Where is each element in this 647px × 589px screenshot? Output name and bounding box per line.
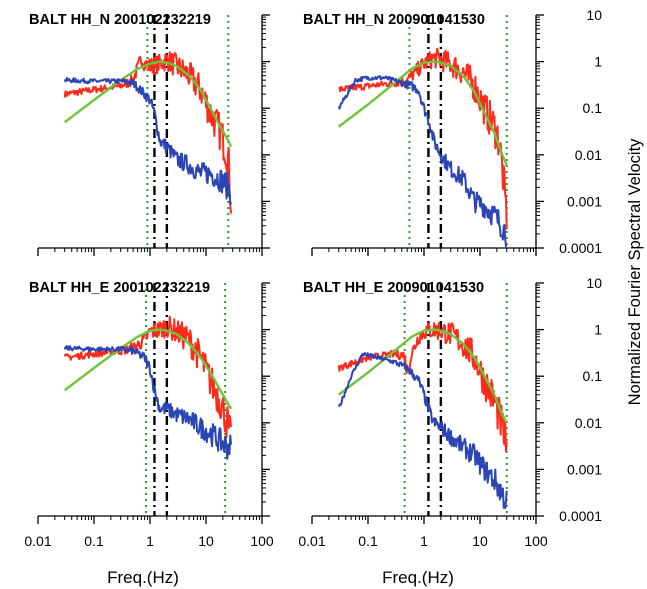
blue-series-line: [63, 77, 232, 206]
y-tick-label: 0.0001: [559, 508, 602, 524]
panel-title: BALT HH_N 200901041530: [303, 12, 485, 28]
x-tick-label: 0.01: [298, 533, 325, 549]
y-tick-label: 0.01: [575, 415, 602, 431]
panels: BALT HH_N 200102232219 1010.10.010.0010.0…: [24, 7, 602, 549]
y-tick-label: 1: [594, 322, 602, 338]
x-axis-label-right: Freq.(Hz): [382, 568, 454, 587]
x-tick-label: 0.01: [24, 533, 51, 549]
panel-4: 0.01 0.1 1 10 100 10 1 0.1 0.01 0.001 0.0001 BALT H…: [298, 275, 602, 549]
plot-area: [63, 15, 233, 248]
y-tick-label: 1: [594, 54, 602, 70]
plot-area: [337, 15, 508, 248]
blue-series-line: [337, 75, 508, 248]
panel-title: BALT HH_E 200102232219: [29, 280, 210, 296]
green-series-line: [338, 60, 508, 166]
x-tick-label: 1: [146, 533, 154, 549]
panel-3: 0.01 0.1 1 10 100 BALT HH_E 200102232219: [24, 280, 274, 549]
blue-series-line: [63, 345, 232, 460]
y-tick-label: 0.001: [567, 461, 602, 477]
panel-title: BALT HH_N 200102232219: [29, 12, 211, 28]
green-series-line: [338, 328, 508, 424]
panel-title: BALT HH_E 200901041530: [303, 280, 484, 296]
red-series-line: [338, 47, 508, 230]
plot-area: [63, 283, 233, 516]
y-tick-label: 10: [586, 7, 602, 23]
y-tick-label: 0.01: [575, 147, 602, 163]
x-tick-label: 100: [524, 533, 548, 549]
y-tick-label: 0.0001: [559, 240, 602, 256]
green-series-line: [64, 60, 233, 148]
y-axis-label: Normalized Fourier Spectral Velocity: [626, 138, 644, 406]
x-tick-label: 10: [198, 533, 214, 549]
x-axis-label-left: Freq.(Hz): [107, 568, 179, 587]
panel-2: 10 1 0.1 0.01 0.001 0.0001 BALT HH_N 200901041…: [303, 7, 602, 256]
x-tick-label: 1: [420, 533, 428, 549]
y-tick-label: 0.001: [567, 193, 602, 209]
x-tick-label: 0.1: [358, 533, 378, 549]
x-tick-label: 100: [250, 533, 274, 549]
x-tick-label: 0.1: [84, 533, 104, 549]
blue-series-line: [337, 351, 508, 509]
x-tick-label: 10: [472, 533, 488, 549]
red-series-line: [63, 315, 232, 439]
y-tick-label: 0.1: [583, 368, 603, 384]
plot-area: [337, 283, 508, 516]
green-series-line: [64, 328, 233, 410]
panel-1: BALT HH_N 200102232219: [29, 12, 270, 256]
y-tick-label: 0.1: [583, 100, 603, 116]
y-tick-label: 10: [586, 275, 602, 291]
